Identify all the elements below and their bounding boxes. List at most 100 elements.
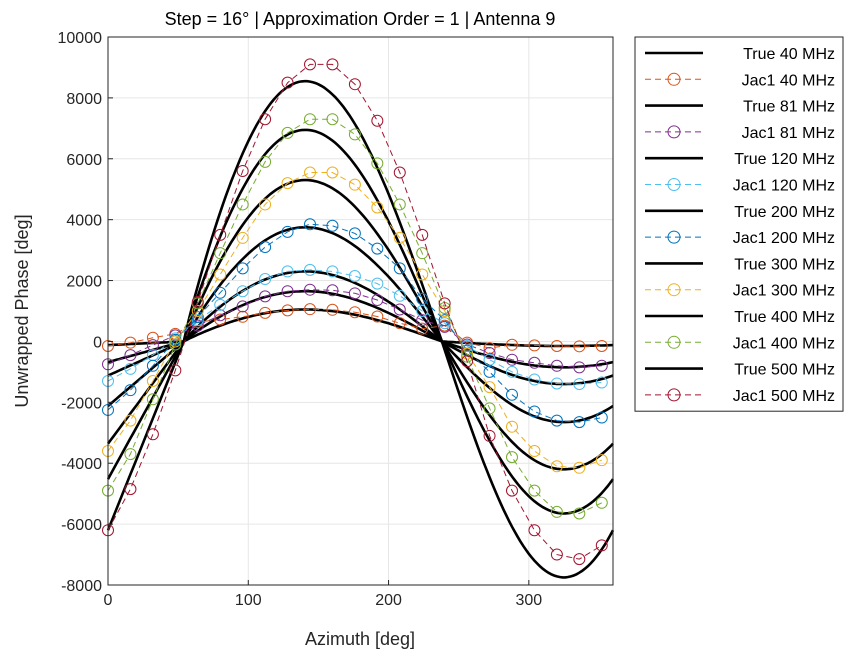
x-tick-label: 300 [515, 592, 542, 609]
jac-point [124, 483, 137, 496]
jac-point [214, 309, 227, 322]
x-tick-label: 100 [235, 592, 262, 609]
jac-point [506, 353, 518, 366]
legend-marker [667, 72, 681, 86]
jac-point [573, 378, 586, 391]
jac-point [259, 290, 272, 303]
jac-point [416, 322, 429, 335]
jac-point [550, 548, 563, 561]
jac-point [550, 505, 563, 518]
jac-point [259, 113, 272, 126]
jac-point [371, 277, 384, 290]
jac-point [348, 78, 361, 91]
jac-point [304, 303, 316, 316]
jac-point [304, 218, 316, 231]
jac-point [528, 356, 541, 369]
jac-point [281, 285, 294, 298]
jac-point [304, 166, 316, 179]
y-tick-label: 0 [93, 334, 102, 351]
jac-point [236, 231, 249, 244]
jac-point [483, 429, 496, 442]
jac-point [348, 306, 361, 319]
jac-point [573, 340, 586, 353]
jac-point [169, 338, 182, 351]
jac-point [348, 128, 361, 141]
jac-point [169, 364, 182, 377]
jac-point [348, 269, 361, 282]
jac-point [124, 448, 137, 461]
jac-point [595, 454, 608, 467]
jac-point [191, 295, 204, 308]
y-tick-label: 8000 [66, 91, 102, 108]
jac-point [146, 428, 159, 441]
jac-point [393, 303, 406, 316]
legend-label: Jac1 200 MHz [733, 230, 835, 247]
jac-point [393, 289, 406, 302]
jac-point [326, 219, 339, 232]
jac-point [506, 420, 518, 433]
legend-marker [667, 125, 681, 139]
jac-point [281, 177, 294, 190]
jac-point [236, 198, 249, 211]
legend-marker [667, 178, 681, 191]
jac-point [326, 58, 339, 71]
legend-label: Jac1 81 MHz [742, 125, 835, 142]
jac-point [281, 76, 294, 89]
jac-point [595, 496, 608, 509]
jac-point [528, 405, 541, 418]
jac-point [214, 268, 227, 281]
jac-point [214, 298, 227, 311]
jac-point [506, 338, 518, 351]
y-tick-label: -4000 [61, 456, 102, 473]
y-axis-label: Unwrapped Phase [deg] [12, 214, 32, 407]
jac-point [506, 451, 518, 464]
jac-point [573, 461, 586, 474]
legend-label: True 500 MHz [734, 362, 835, 379]
jac-point [146, 331, 159, 344]
legend-marker [667, 283, 681, 297]
jac-point [326, 265, 339, 278]
jac-point [326, 113, 339, 126]
y-tick-label: 6000 [66, 152, 102, 169]
x-tick-label: 200 [375, 592, 402, 609]
jac-point [371, 242, 384, 255]
axis-ticks: 0 100 200 300 -8000 -6000 -4000 -2000 0 2000 4000 6… [58, 30, 543, 609]
x-axis-label: Azimuth [deg] [305, 629, 415, 649]
jac-point [326, 284, 339, 297]
jac-line-13 [107, 63, 603, 560]
jac-point [483, 365, 496, 378]
jac-point [573, 361, 586, 374]
jac-point [528, 339, 541, 352]
jac-point [348, 227, 361, 240]
jac-point [124, 336, 137, 349]
jac-point [595, 359, 608, 372]
jac-point [483, 342, 496, 355]
jac-point [573, 507, 586, 520]
jac-point [146, 359, 159, 372]
jac-point [393, 231, 406, 244]
legend-label: True 120 MHz [734, 151, 835, 168]
jac-point [371, 114, 384, 127]
legend-label: True 81 MHz [743, 99, 835, 116]
jac-point [506, 365, 518, 378]
jac-point [281, 126, 294, 139]
jac-point [371, 201, 384, 214]
jac-line-3 [107, 289, 602, 368]
jac-point [371, 157, 384, 170]
jac-line-11 [107, 118, 603, 515]
legend-label: Jac1 500 MHz [733, 388, 835, 405]
jac-point [236, 310, 249, 323]
legend-marker [667, 388, 681, 402]
y-tick-label: -2000 [61, 395, 102, 412]
jac-point [595, 411, 608, 424]
legend-marker [667, 335, 681, 349]
jac-point [438, 317, 451, 330]
jac-point [483, 381, 496, 394]
legend-label: True 300 MHz [734, 256, 835, 273]
jac-point [191, 319, 204, 332]
jac-point [393, 166, 406, 179]
jac-point [281, 225, 294, 238]
jac-point [214, 228, 227, 241]
jac-point [259, 155, 272, 168]
